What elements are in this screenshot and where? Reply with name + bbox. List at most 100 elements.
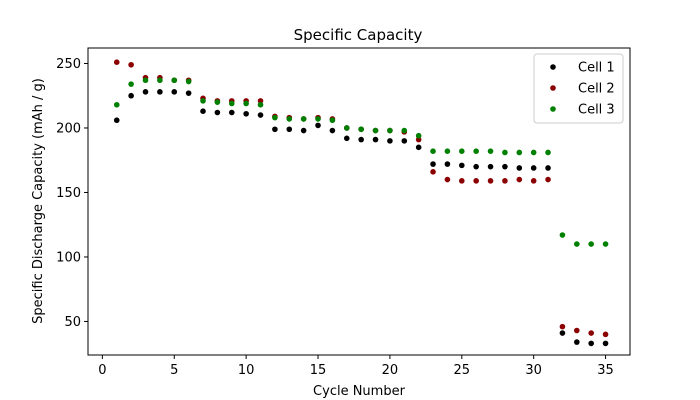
- data-point: [458, 148, 465, 154]
- data-point: [559, 323, 566, 330]
- data-point: [559, 232, 566, 238]
- data-point: [315, 122, 321, 129]
- data-point: [487, 148, 494, 154]
- data-point: [315, 116, 321, 122]
- data-point: [545, 149, 551, 156]
- data-point: [214, 109, 221, 116]
- data-point: [559, 330, 566, 336]
- x-axis: 0 5 10 15 20 25 30 35: [98, 355, 614, 378]
- data-point: [214, 99, 221, 105]
- data-point: [243, 100, 249, 107]
- data-point: [502, 149, 508, 156]
- x-axis-label: Cycle Number: [313, 384, 406, 399]
- legend-marker: [550, 64, 556, 70]
- data-point: [128, 92, 134, 99]
- data-point: [200, 98, 206, 104]
- data-point: [530, 178, 537, 184]
- data-point: [473, 163, 479, 170]
- y-tick-label: 250: [56, 57, 81, 72]
- data-point: [272, 114, 278, 121]
- data-point: [502, 178, 508, 184]
- data-point: [458, 162, 465, 169]
- data-point: [286, 116, 293, 122]
- data-point: [157, 89, 163, 95]
- x-tick-label: 10: [238, 363, 255, 378]
- data-points: [113, 59, 609, 347]
- data-point: [444, 148, 451, 154]
- data-point: [272, 126, 278, 133]
- data-point: [574, 339, 580, 345]
- data-point: [430, 169, 436, 175]
- data-point: [113, 101, 120, 108]
- data-point: [286, 126, 293, 133]
- data-point: [228, 100, 235, 107]
- y-axis-label: Specific Discharge Capacity (mAh / g): [31, 78, 46, 324]
- y-tick-label: 50: [64, 315, 81, 330]
- data-point: [530, 165, 537, 171]
- data-point: [458, 178, 465, 184]
- legend-label: Cell 2: [578, 82, 615, 97]
- data-point: [329, 117, 336, 124]
- data-point: [473, 178, 479, 184]
- data-point: [171, 77, 178, 84]
- data-point: [516, 165, 523, 171]
- data-point: [157, 77, 163, 84]
- x-tick-label: 25: [454, 363, 471, 378]
- x-tick-label: 5: [170, 363, 178, 378]
- data-point: [430, 148, 436, 154]
- legend: Cell 1 Cell 2 Cell 3: [533, 53, 624, 124]
- y-tick-label: 150: [56, 186, 81, 201]
- data-point: [387, 138, 393, 144]
- x-tick-label: 20: [382, 363, 399, 378]
- data-point: [257, 112, 264, 118]
- legend-marker: [550, 85, 556, 91]
- data-point: [444, 161, 451, 167]
- data-point: [257, 98, 264, 104]
- data-point: [487, 163, 494, 170]
- chart-title: Specific Capacity: [294, 26, 423, 44]
- data-point: [487, 178, 494, 184]
- data-point: [574, 241, 580, 247]
- series-3: [113, 77, 609, 247]
- legend-label: Cell 3: [578, 103, 615, 118]
- data-point: [588, 340, 594, 347]
- data-point: [387, 127, 393, 134]
- data-point: [415, 132, 422, 139]
- data-point: [602, 331, 609, 338]
- data-point: [415, 136, 422, 143]
- data-point: [516, 149, 523, 156]
- data-point: [243, 110, 249, 117]
- data-point: [358, 136, 364, 143]
- data-point: [200, 108, 206, 115]
- data-point: [545, 165, 551, 171]
- data-point: [128, 61, 134, 68]
- data-point: [430, 161, 436, 167]
- data-point: [516, 176, 523, 183]
- data-point: [602, 241, 609, 247]
- data-point: [588, 330, 594, 336]
- y-axis: 50 100 150 200 250: [56, 57, 88, 330]
- x-tick-label: 0: [98, 363, 106, 378]
- data-point: [228, 109, 235, 116]
- data-point: [128, 81, 134, 87]
- data-point: [185, 90, 192, 96]
- data-point: [343, 135, 350, 142]
- data-point: [574, 327, 580, 334]
- data-point: [545, 176, 551, 183]
- data-point: [602, 340, 609, 347]
- data-point: [171, 89, 178, 95]
- data-point: [142, 89, 149, 95]
- data-point: [142, 77, 149, 84]
- data-point: [358, 126, 364, 133]
- data-point: [502, 163, 508, 170]
- data-point: [300, 116, 307, 122]
- data-point: [401, 138, 408, 144]
- x-tick-label: 30: [525, 363, 542, 378]
- data-point: [444, 176, 451, 183]
- data-point: [257, 101, 264, 108]
- x-tick-label: 15: [310, 363, 327, 378]
- data-point: [300, 127, 307, 134]
- data-point: [343, 125, 350, 131]
- data-point: [113, 59, 120, 65]
